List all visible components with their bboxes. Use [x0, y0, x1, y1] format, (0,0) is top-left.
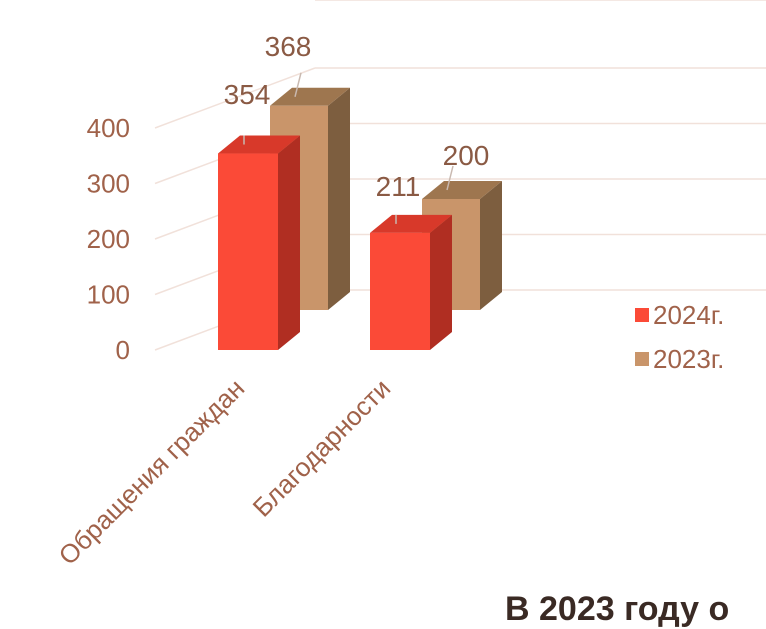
data-label-leader [294, 72, 302, 97]
data-label: 354 [224, 79, 271, 110]
bar [370, 232, 430, 350]
y-tick-label: 0 [116, 335, 130, 365]
x-tick-label: Обращения граждан [53, 373, 251, 571]
legend-entry: 2023г. [653, 344, 724, 374]
legend-swatch [635, 352, 649, 366]
y-tick-label: 300 [87, 169, 130, 199]
y-tick-label: 400 [87, 113, 130, 143]
bar-top [270, 87, 350, 106]
grid-line-diagonal [154, 67, 316, 129]
bar-side [278, 135, 300, 350]
caption-text: В 2023 году о [505, 590, 730, 628]
bar-top [218, 135, 300, 154]
y-tick-label: 200 [87, 224, 130, 254]
bar-side [328, 87, 350, 310]
legend-entry: 2024г. [653, 300, 724, 330]
bar-side [480, 181, 502, 310]
legend-swatch [635, 308, 649, 322]
bar [218, 153, 278, 350]
data-label-leader [446, 165, 454, 191]
data-label: 368 [265, 31, 312, 62]
data-label: 200 [443, 140, 490, 171]
bar-top [370, 214, 452, 233]
data-label: 211 [376, 171, 421, 202]
x-tick-label: Благодарности [247, 373, 397, 523]
y-tick-label: 100 [87, 280, 130, 310]
bar-side [430, 214, 452, 350]
bar-top [422, 181, 502, 199]
